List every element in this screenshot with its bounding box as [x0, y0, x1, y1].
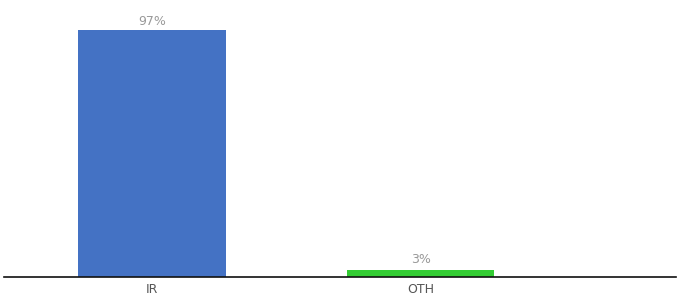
- Bar: [347, 270, 494, 277]
- Text: 97%: 97%: [138, 15, 166, 28]
- Text: 3%: 3%: [411, 253, 430, 266]
- Bar: [78, 30, 226, 277]
